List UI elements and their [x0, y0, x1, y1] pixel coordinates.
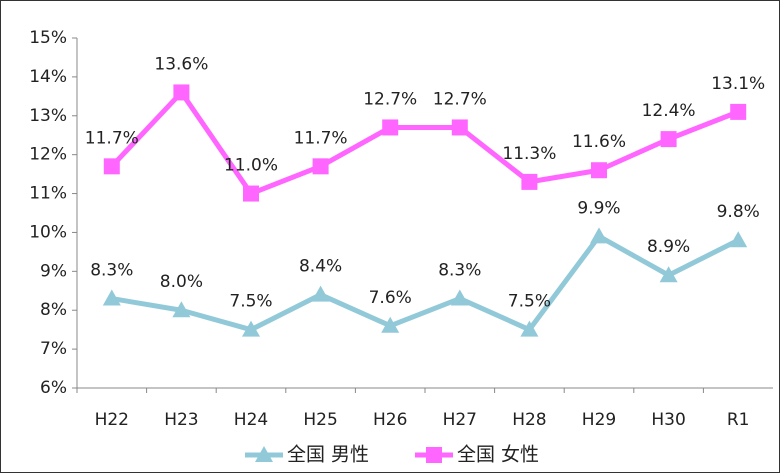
data-label: 13.6%: [154, 54, 208, 74]
data-point: [312, 158, 329, 175]
data-point: [450, 289, 469, 306]
data-label: 7.5%: [229, 292, 272, 312]
series-line: [109, 89, 740, 197]
x-tick-label: H22: [95, 410, 129, 430]
data-point: [591, 162, 607, 179]
x-tick-label: H26: [373, 410, 407, 430]
data-point: [173, 84, 190, 101]
data-point: [381, 316, 400, 333]
data-point: [730, 103, 747, 120]
data-label: 12.7%: [433, 89, 487, 109]
y-tick-label: 12%: [29, 145, 67, 165]
data-label: 12.7%: [363, 89, 417, 109]
data-label: 13.1%: [711, 74, 765, 94]
y-tick-label: 13%: [29, 106, 67, 126]
data-label: 8.0%: [160, 272, 203, 292]
data-label: 11.3%: [502, 144, 556, 164]
x-tick-label: H28: [512, 410, 546, 430]
y-tick-label: 10%: [29, 222, 67, 242]
data-label: 12.4%: [642, 101, 696, 121]
x-tick-label: H29: [582, 410, 616, 430]
data-label: 9.9%: [577, 198, 620, 218]
data-point: [103, 158, 120, 175]
data-label: 8.3%: [438, 261, 481, 281]
data-point: [521, 173, 538, 190]
x-tick-label: R1: [727, 410, 750, 430]
data-point: [242, 320, 260, 337]
y-tick-label: 14%: [29, 67, 67, 87]
data-point: [382, 119, 399, 136]
data-label: 11.7%: [85, 128, 139, 148]
y-tick-label: 6%: [40, 378, 67, 398]
data-label: 9.8%: [717, 202, 760, 222]
data-label: 11.7%: [294, 128, 348, 148]
series-line: [111, 233, 740, 333]
data-point: [451, 119, 468, 136]
x-tick-label: H24: [234, 410, 268, 430]
data-point: [659, 266, 678, 283]
data-point: [660, 131, 677, 148]
data-point: [102, 289, 121, 306]
data-point: [172, 301, 191, 318]
x-tick-label: H25: [303, 410, 337, 430]
y-tick-label: 8%: [40, 300, 67, 320]
data-label: 8.3%: [90, 261, 133, 281]
legend-marker: [426, 447, 442, 463]
y-tick-label: 7%: [40, 339, 67, 359]
data-point: [243, 185, 259, 202]
data-point: [520, 320, 539, 337]
data-label: 8.4%: [299, 257, 342, 277]
data-label: 7.5%: [508, 292, 551, 312]
y-tick-label: 9%: [40, 261, 67, 281]
data-point: [729, 231, 748, 248]
data-label: 7.6%: [369, 288, 412, 308]
y-tick-label: 11%: [29, 184, 67, 204]
y-tick-label: 15%: [29, 28, 67, 48]
x-tick-label: H30: [651, 410, 685, 430]
data-label: 11.6%: [572, 132, 626, 152]
x-tick-label: H27: [443, 410, 477, 430]
data-label: 8.9%: [647, 237, 690, 257]
legend-label: 全国 男性: [287, 444, 369, 466]
legend-marker: [255, 446, 273, 462]
data-label: 11.0%: [224, 156, 278, 176]
legend-label: 全国 女性: [457, 444, 539, 466]
x-tick-label: H23: [164, 410, 198, 430]
data-point: [311, 285, 330, 302]
data-point: [590, 227, 608, 244]
